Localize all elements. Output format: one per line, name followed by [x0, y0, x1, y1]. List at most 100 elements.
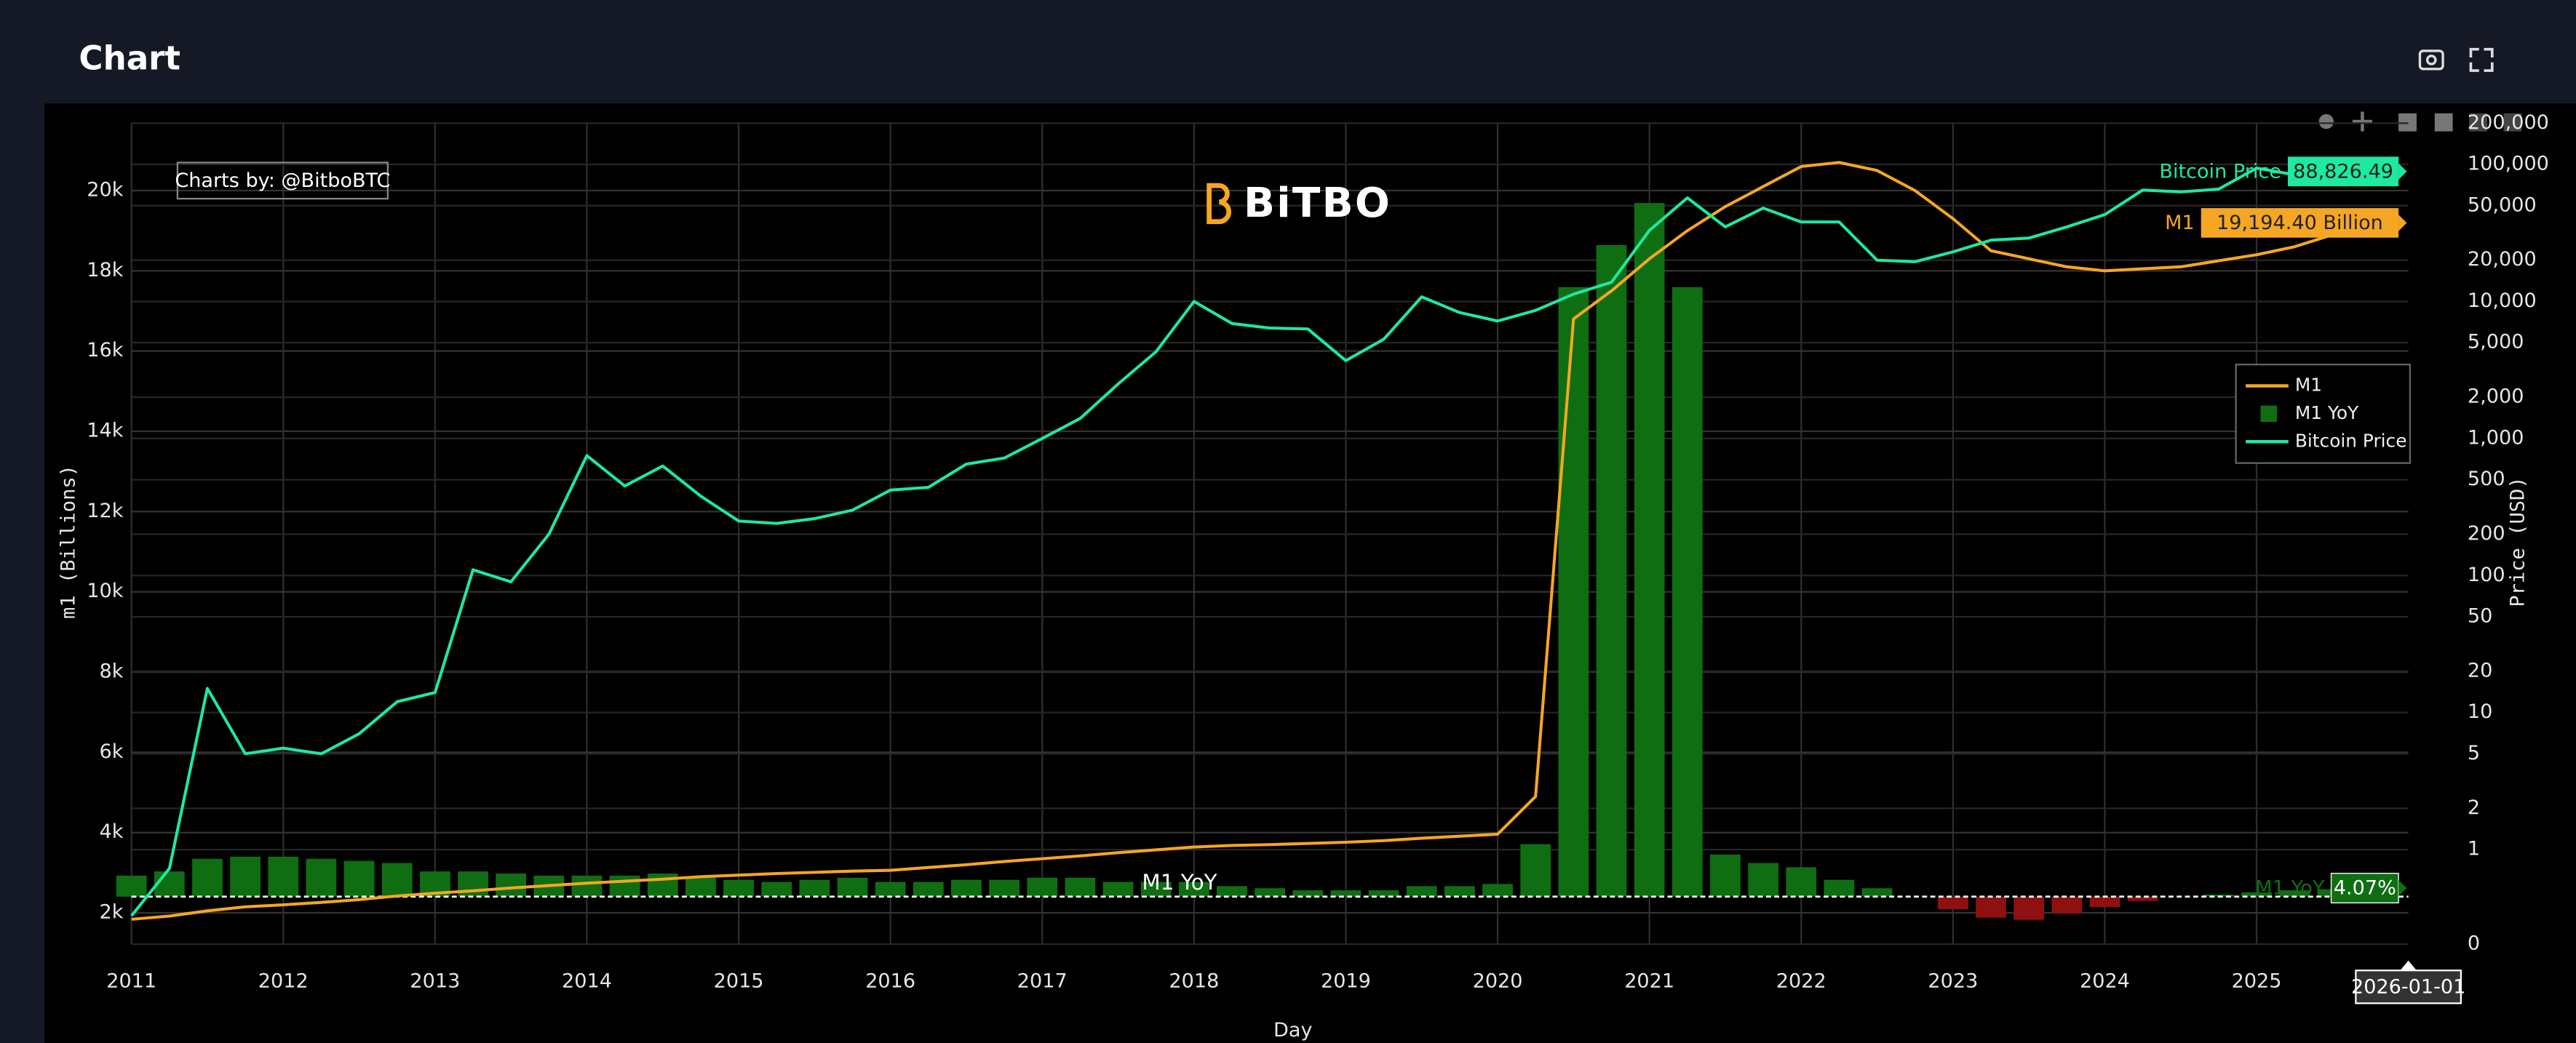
end-label-name: Bitcoin Price: [2159, 160, 2281, 183]
y2-tick-label: 100: [2468, 564, 2505, 586]
x-tick-label: 2019: [1321, 970, 1371, 993]
logo: BiTBO: [1206, 180, 1391, 227]
y2-tick-label: 1,000: [2468, 426, 2524, 449]
bar: [154, 871, 185, 897]
bar: [913, 882, 944, 897]
end-label-pointer: [2398, 163, 2407, 180]
logo-text: BiTBO: [1244, 180, 1391, 227]
bar: [1710, 854, 1741, 897]
x-axis-title: Day: [1273, 1019, 1312, 1042]
y2-tick-label: 5: [2468, 742, 2480, 764]
y2-tick-label: 10,000: [2468, 289, 2537, 312]
bar: [343, 860, 375, 897]
y2-tick-label: 5,000: [2468, 331, 2524, 353]
plot: 2011 2012 2013 2014 2015 2016 2017 2018 2019 2020…: [87, 111, 2549, 993]
y2-tick-label: 2: [2468, 796, 2480, 819]
cursor-label: 2026-01-01: [2351, 960, 2465, 1004]
y-tick-label: 4k: [99, 820, 123, 843]
x-tick-label: 2017: [1017, 970, 1068, 993]
line: [130, 159, 2372, 917]
legend-swatch: [2260, 405, 2278, 423]
end-label-pointer: [2398, 215, 2407, 231]
fullscreen-corners: [2469, 47, 2494, 72]
end-label-box: [2287, 156, 2399, 187]
x-tick-label: 2024: [2080, 970, 2130, 993]
y2-axis-title: Price (USD): [2506, 476, 2529, 607]
bar: [1786, 867, 1817, 897]
bar: [116, 875, 147, 897]
camera-icon[interactable]: [2418, 49, 2444, 71]
bar: [1368, 890, 1399, 897]
end-label-pointer: [2398, 879, 2407, 897]
bar: [1027, 877, 1058, 897]
bar: [799, 879, 830, 897]
bar: [1255, 888, 1286, 897]
bar: [192, 858, 223, 897]
bar: [2127, 896, 2158, 901]
y-tick-label: 16k: [87, 339, 123, 361]
cursor-box: [2355, 970, 2462, 1004]
page-title: Chart: [79, 39, 180, 78]
y2-tick-label: 200: [2468, 522, 2505, 545]
y2-tick-label: 2,000: [2468, 385, 2524, 408]
zoom-out-button[interactable]: [2434, 113, 2453, 132]
bar: [1596, 244, 1627, 897]
y2-tick-label: 50: [2468, 604, 2492, 627]
y-tick-label: 14k: [87, 420, 123, 442]
end-label-name: M1: [2165, 212, 2195, 234]
bar: [609, 875, 640, 897]
bar: [837, 877, 868, 897]
watermark-box: [176, 161, 389, 200]
bar: [1444, 886, 1475, 897]
y2-tick-label: 0: [2468, 932, 2480, 955]
pan-button[interactable]: [2352, 111, 2372, 132]
zoom-button[interactable]: [2318, 113, 2334, 129]
x-tick-label: 2018: [1169, 970, 1219, 993]
bar: [230, 856, 261, 897]
fullscreen-icon[interactable]: [2469, 47, 2494, 72]
x-tick-label: 2021: [1624, 970, 1674, 993]
bar: [496, 873, 527, 897]
x-tick-label: 2020: [1473, 970, 1523, 993]
bar: [268, 856, 299, 897]
x-tick-label: 2014: [562, 970, 612, 993]
bar: [1406, 886, 1437, 897]
y-tick-label: 2k: [99, 901, 123, 924]
reset-button[interactable]: [2503, 113, 2522, 132]
bar: [1179, 882, 1209, 897]
x-tick-label: 2011: [106, 970, 156, 993]
y2-tick-label: 1: [2468, 838, 2480, 860]
bar: [381, 863, 413, 897]
y2-tick-label: 100,000: [2468, 153, 2549, 175]
bar: [1748, 863, 1778, 897]
x-tick-label: 2013: [410, 970, 460, 993]
x-tick-label: 2022: [1776, 970, 1826, 993]
end-label-value: 88,826.49: [2293, 160, 2393, 183]
x-tick-label: 2012: [258, 970, 309, 993]
bar: [761, 882, 792, 897]
end-label-value: 4.07%: [2334, 877, 2396, 900]
baseline-label: M1 YoY: [1142, 870, 1217, 895]
bar: [1065, 877, 1096, 897]
end-label-name: M1 YoY: [2255, 877, 2325, 900]
y-tick-label: 18k: [87, 259, 123, 281]
end-label-box: [2330, 873, 2399, 904]
chart-background: [44, 103, 2576, 1043]
bar: [1558, 287, 1589, 897]
bar: [2089, 896, 2120, 908]
x-tick-label: 2025: [2232, 970, 2282, 993]
y-tick-label: 6k: [99, 740, 123, 763]
bar: [1482, 884, 1513, 897]
cursor-pointer: [2400, 960, 2417, 971]
autoscale-button[interactable]: [2469, 113, 2488, 132]
bar: [1102, 882, 1134, 897]
bar: [1861, 888, 1893, 897]
bar: [1330, 890, 1361, 897]
y2-tick-label: 50,000: [2468, 193, 2537, 216]
bar: [1217, 886, 1247, 897]
bar: [571, 875, 603, 897]
y-tick-label: 20k: [87, 179, 123, 201]
camera-lens: [2425, 55, 2437, 65]
bar: [1140, 882, 1172, 897]
